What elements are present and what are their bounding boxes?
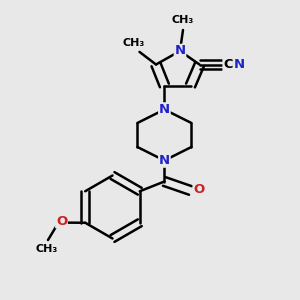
- Text: CH₃: CH₃: [172, 15, 194, 25]
- Text: CH₃: CH₃: [123, 38, 145, 48]
- Text: N: N: [159, 154, 170, 167]
- Text: O: O: [193, 183, 205, 196]
- Text: O: O: [56, 214, 67, 228]
- Text: N: N: [159, 103, 170, 116]
- Text: N: N: [233, 58, 245, 71]
- Text: N: N: [174, 44, 186, 58]
- Text: CH₃: CH₃: [35, 244, 58, 254]
- Text: C: C: [223, 58, 233, 71]
